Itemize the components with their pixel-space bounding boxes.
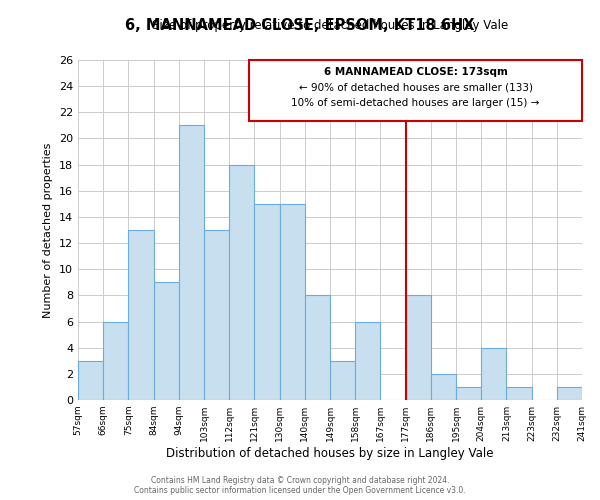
Bar [204, 230, 229, 400]
Bar [229, 164, 254, 400]
Bar [103, 322, 128, 400]
Y-axis label: Number of detached properties: Number of detached properties [43, 142, 53, 318]
Bar [557, 387, 582, 400]
Bar [506, 387, 532, 400]
Bar [154, 282, 179, 400]
Text: 6 MANNAMEAD CLOSE: 173sqm: 6 MANNAMEAD CLOSE: 173sqm [324, 66, 508, 76]
Bar [481, 348, 506, 400]
Bar [330, 361, 355, 400]
Bar [456, 387, 481, 400]
Title: Size of property relative to detached houses in Langley Vale: Size of property relative to detached ho… [152, 20, 508, 32]
Text: 10% of semi-detached houses are larger (15) →: 10% of semi-detached houses are larger (… [292, 98, 540, 108]
FancyBboxPatch shape [250, 60, 582, 122]
Bar [355, 322, 380, 400]
Bar [179, 126, 204, 400]
Text: 6, MANNAMEAD CLOSE, EPSOM, KT18 6HX: 6, MANNAMEAD CLOSE, EPSOM, KT18 6HX [125, 18, 475, 32]
Bar [254, 204, 280, 400]
Text: Contains HM Land Registry data © Crown copyright and database right 2024.
Contai: Contains HM Land Registry data © Crown c… [134, 476, 466, 495]
Text: ← 90% of detached houses are smaller (133): ← 90% of detached houses are smaller (13… [299, 82, 533, 92]
Bar [431, 374, 456, 400]
Bar [128, 230, 154, 400]
Bar [305, 296, 330, 400]
Bar [78, 361, 103, 400]
Bar [406, 296, 431, 400]
X-axis label: Distribution of detached houses by size in Langley Vale: Distribution of detached houses by size … [166, 447, 494, 460]
Bar [280, 204, 305, 400]
